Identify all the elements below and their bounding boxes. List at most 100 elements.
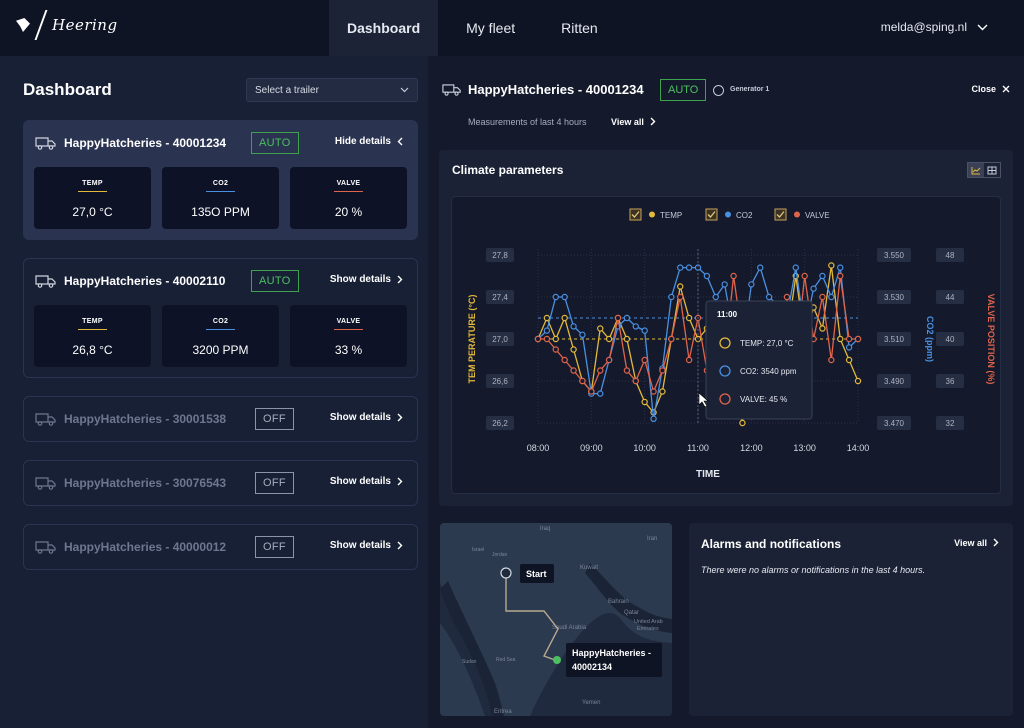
trailer-card-header: HappyHatcheries - 40002110 AUTO Show det…: [24, 259, 417, 303]
y-tick-box: [486, 248, 514, 262]
legend-dot: [725, 211, 731, 218]
trailer-card[interactable]: HappyHatcheries - 40002110 AUTO Show det…: [23, 258, 418, 378]
data-point-valve: [685, 356, 693, 364]
view-all-alarms-link[interactable]: View all: [954, 538, 999, 548]
trailer-label: HappyHatcheries -: [572, 648, 651, 658]
data-point-valve: [579, 377, 586, 385]
metric-value: 26,8 °C: [72, 343, 113, 357]
brand-name: Heering: [52, 16, 118, 34]
metric-label: TEMP: [82, 180, 103, 187]
y-axis-label-co2: CO2 (ppm): [925, 316, 935, 362]
detail-title: HappyHatcheries - 40001234: [468, 82, 644, 97]
y-tick-label-valve: 40: [946, 335, 955, 344]
user-menu[interactable]: melda@sping.nl: [881, 20, 988, 34]
legend-checkbox: [705, 208, 718, 221]
trailer-label-box: [566, 643, 662, 677]
alarms-title: Alarms and notifications: [701, 537, 842, 551]
data-point-temp: [828, 262, 835, 269]
tooltip-marker: [719, 393, 731, 405]
data-point-temp: [677, 283, 684, 290]
status-badge: AUTO: [660, 79, 707, 101]
show-details-button[interactable]: Show details: [330, 412, 403, 423]
trailer-card[interactable]: HappyHatcheries - 40000012 OFF Show deta…: [23, 524, 418, 570]
y-tick-label-temp: 27,4: [492, 293, 508, 302]
data-point-valve: [854, 335, 862, 343]
metric-label: CO2: [212, 318, 229, 325]
show-details-button[interactable]: Show details: [330, 274, 403, 285]
generator-label: Generator 1: [730, 86, 770, 93]
metric-underline: [334, 191, 363, 192]
check-icon: [776, 211, 785, 218]
data-point-co2: [837, 264, 844, 271]
climate-chart[interactable]: 27,8 27,4 27,0 26,6 26,2 3.550 3.530 3.510 3.490…: [452, 197, 1002, 495]
metric-underline: [206, 329, 235, 330]
data-point-valve: [641, 356, 648, 364]
data-point-valve: [801, 272, 808, 280]
brand-logo[interactable]: Heering: [16, 10, 118, 40]
legend-dot: [794, 211, 800, 218]
route-line: [505, 573, 559, 661]
chevron-right-icon: [650, 117, 656, 126]
view-all-measurements-link[interactable]: View all: [611, 117, 656, 127]
tab-my-fleet[interactable]: My fleet: [466, 20, 516, 36]
chart-view-toggle: [967, 162, 1001, 178]
route-map[interactable]: Iraq Iran Israel Jordan Kuwait Bahrain Q…: [440, 523, 672, 716]
metric-value: 33 %: [334, 343, 363, 357]
mouse-cursor-icon: [698, 392, 709, 408]
trailer-location-marker[interactable]: [553, 656, 561, 664]
place-label: Sudan: [462, 659, 477, 665]
metric-label: VALVE: [336, 180, 361, 187]
chevron-right-icon: [397, 275, 403, 284]
metric-temp: TEMP 27,0 °C: [34, 167, 151, 229]
y-tick-box: [486, 416, 514, 430]
hide-details-button[interactable]: Hide details: [335, 136, 403, 147]
trailer-card[interactable]: HappyHatcheries - 30001538 OFF Show deta…: [23, 396, 418, 442]
data-point-co2: [561, 293, 568, 301]
line-chart-view-button[interactable]: [968, 163, 984, 177]
metric-label: CO2: [212, 180, 229, 187]
x-tick-label: 11:00: [687, 443, 709, 453]
table-view-button[interactable]: [984, 163, 1000, 177]
data-point-valve: [828, 356, 835, 364]
map-canvas[interactable]: Iraq Iran Israel Jordan Kuwait Bahrain Q…: [440, 523, 672, 716]
truck-icon: [442, 84, 461, 96]
metric-value: 3200 PPM: [192, 343, 249, 357]
trailer-select[interactable]: Select a trailer: [246, 78, 418, 102]
tab-dashboard[interactable]: Dashboard: [329, 0, 439, 56]
trailer-card[interactable]: HappyHatcheries - 30076543 OFF Show deta…: [23, 460, 418, 506]
status-badge: AUTO: [251, 270, 299, 292]
chevron-right-icon: [993, 538, 999, 547]
x-axis-label: TIME: [696, 469, 720, 480]
metric-underline: [78, 329, 107, 330]
show-details-button[interactable]: Show details: [330, 540, 403, 551]
tooltip-time: 11:00: [717, 310, 738, 319]
data-point-valve: [614, 314, 622, 322]
trailer-card-header: HappyHatcheries - 30001538 OFF Show deta…: [24, 397, 417, 441]
check-icon: [631, 211, 640, 218]
tab-ritten[interactable]: Ritten: [561, 20, 598, 36]
data-point-temp: [685, 314, 693, 322]
show-details-button[interactable]: Show details: [330, 476, 403, 487]
truck-icon: [35, 413, 56, 426]
data-point-valve: [730, 272, 737, 280]
close-button[interactable]: Close: [971, 84, 1010, 94]
y-tick-box: [877, 332, 911, 346]
check-icon: [707, 211, 716, 218]
start-marker[interactable]: [500, 567, 512, 579]
data-point-co2: [570, 323, 577, 330]
data-point-valve: [783, 293, 791, 301]
data-point-valve: [534, 335, 542, 343]
data-point-co2: [721, 281, 728, 288]
place-label: Red Sea: [496, 657, 516, 663]
nav-tabs: Dashboard My fleet Ritten: [329, 0, 616, 56]
y-tick-box: [936, 374, 964, 388]
y-tick-box: [936, 290, 964, 304]
data-point-co2: [810, 285, 817, 292]
y-tick-label-valve: 36: [946, 377, 955, 386]
data-point-temp: [854, 377, 862, 385]
y-tick-label-valve: 32: [946, 419, 955, 428]
user-email: melda@sping.nl: [880, 20, 967, 34]
y-tick-box: [486, 290, 514, 304]
trailer-card[interactable]: HappyHatcheries - 40001234 AUTO Hide det…: [23, 120, 418, 240]
data-point-valve: [677, 293, 684, 301]
